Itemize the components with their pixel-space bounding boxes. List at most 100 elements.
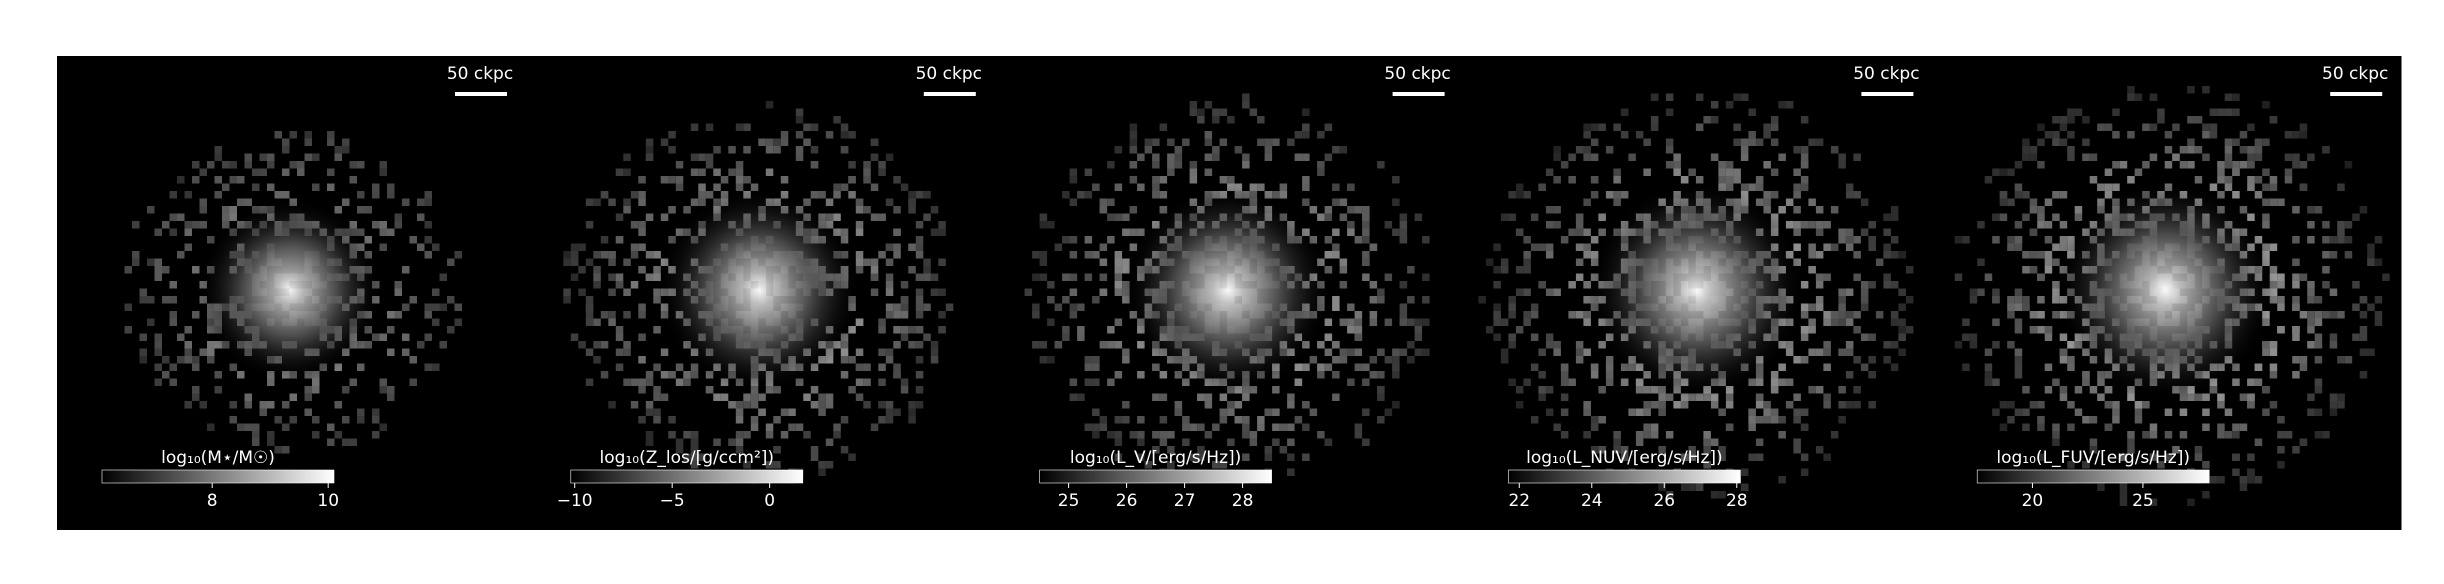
pixel — [1740, 93, 1749, 101]
pixel — [2322, 311, 2330, 319]
pixel — [1992, 341, 2000, 349]
pixel — [750, 423, 759, 431]
pixel — [1999, 168, 2008, 176]
pixel — [379, 161, 387, 169]
pixel — [2209, 386, 2218, 394]
pixel — [2262, 198, 2270, 206]
pixel — [1992, 213, 2000, 221]
pixel — [2059, 191, 2068, 199]
pixel — [1189, 423, 1198, 431]
pixel — [1748, 138, 1756, 146]
pixel — [2074, 206, 2083, 214]
pixel — [653, 273, 661, 281]
colorbar — [1039, 469, 1272, 484]
pixel — [2337, 401, 2345, 409]
pixel — [1092, 183, 1100, 191]
pixel — [274, 416, 282, 424]
pixel — [840, 371, 849, 379]
colorbar-tick-label: 25 — [1058, 491, 1080, 511]
pixel — [192, 221, 200, 229]
pixel — [1249, 431, 1258, 439]
pixel — [1883, 213, 1891, 221]
pixel — [1212, 116, 1220, 124]
colorbar-label: log₁₀(L_FUV/[erg/s/Hz]) — [1996, 448, 2190, 468]
pixel — [795, 108, 804, 116]
pixel — [585, 378, 594, 386]
pixel — [765, 423, 774, 431]
pixel — [1815, 228, 1824, 236]
pixel — [1905, 326, 1914, 334]
pixel — [2344, 356, 2353, 364]
pixel — [2127, 176, 2135, 184]
pixel — [1107, 341, 1115, 349]
pixel — [1092, 363, 1100, 371]
pixel — [1182, 423, 1190, 431]
pixel — [893, 176, 901, 184]
pixel — [1399, 221, 1408, 229]
pixel — [2014, 348, 2023, 356]
pixel — [417, 243, 425, 251]
pixel — [1069, 251, 1078, 259]
pixel — [2239, 483, 2248, 491]
pixel — [1354, 363, 1363, 371]
pixel — [1362, 206, 1370, 214]
pixel — [252, 431, 260, 439]
pixel — [1883, 356, 1891, 364]
pixel — [1197, 116, 1205, 124]
pixel — [2224, 153, 2233, 161]
pixel — [1137, 153, 1145, 161]
pixel — [1650, 423, 1659, 431]
pixel — [267, 183, 275, 191]
pixel — [432, 243, 440, 251]
pixel — [2307, 153, 2315, 161]
pixel — [1287, 468, 1295, 476]
pixel — [154, 333, 162, 341]
pixel — [1823, 453, 1831, 461]
pixel — [923, 258, 931, 266]
pixel — [2247, 476, 2255, 484]
pixel — [1167, 153, 1175, 161]
pixel — [728, 438, 736, 446]
pixel — [1560, 161, 1569, 169]
pixel — [885, 348, 894, 356]
pixel — [2329, 401, 2338, 409]
pixel — [2232, 108, 2240, 116]
pixel — [1362, 221, 1370, 229]
pixel — [2037, 161, 2045, 169]
pixel — [1613, 123, 1621, 131]
pixel — [357, 191, 365, 199]
pixel — [1898, 288, 1906, 296]
pixel — [1815, 221, 1824, 229]
pixel — [1107, 236, 1115, 244]
pixel — [1204, 431, 1213, 439]
pixel — [728, 146, 736, 154]
pixel — [124, 303, 132, 311]
pixel — [1062, 236, 1070, 244]
pixel — [417, 213, 425, 221]
pixel — [1144, 461, 1153, 469]
pixel — [1069, 168, 1078, 176]
pixel — [1332, 183, 1340, 191]
pixel — [1500, 213, 1509, 221]
pixel — [1107, 326, 1115, 334]
pixel — [394, 281, 402, 289]
pixel — [2329, 236, 2338, 244]
pixel — [2224, 408, 2233, 416]
pixel — [1718, 161, 1726, 169]
pixel — [2029, 251, 2038, 259]
pixel — [2359, 206, 2368, 214]
pixel — [2059, 221, 2068, 229]
pixel — [1583, 401, 1591, 409]
pixel — [1538, 393, 1546, 401]
pixel — [327, 138, 335, 146]
pixel — [2202, 123, 2210, 131]
pixel — [1553, 348, 1561, 356]
pixel — [840, 123, 849, 131]
pixel — [1778, 153, 1786, 161]
pixel — [282, 401, 290, 409]
pixel — [578, 243, 586, 251]
pixel — [372, 431, 380, 439]
pixel — [1493, 311, 1501, 319]
pixel — [653, 251, 661, 259]
